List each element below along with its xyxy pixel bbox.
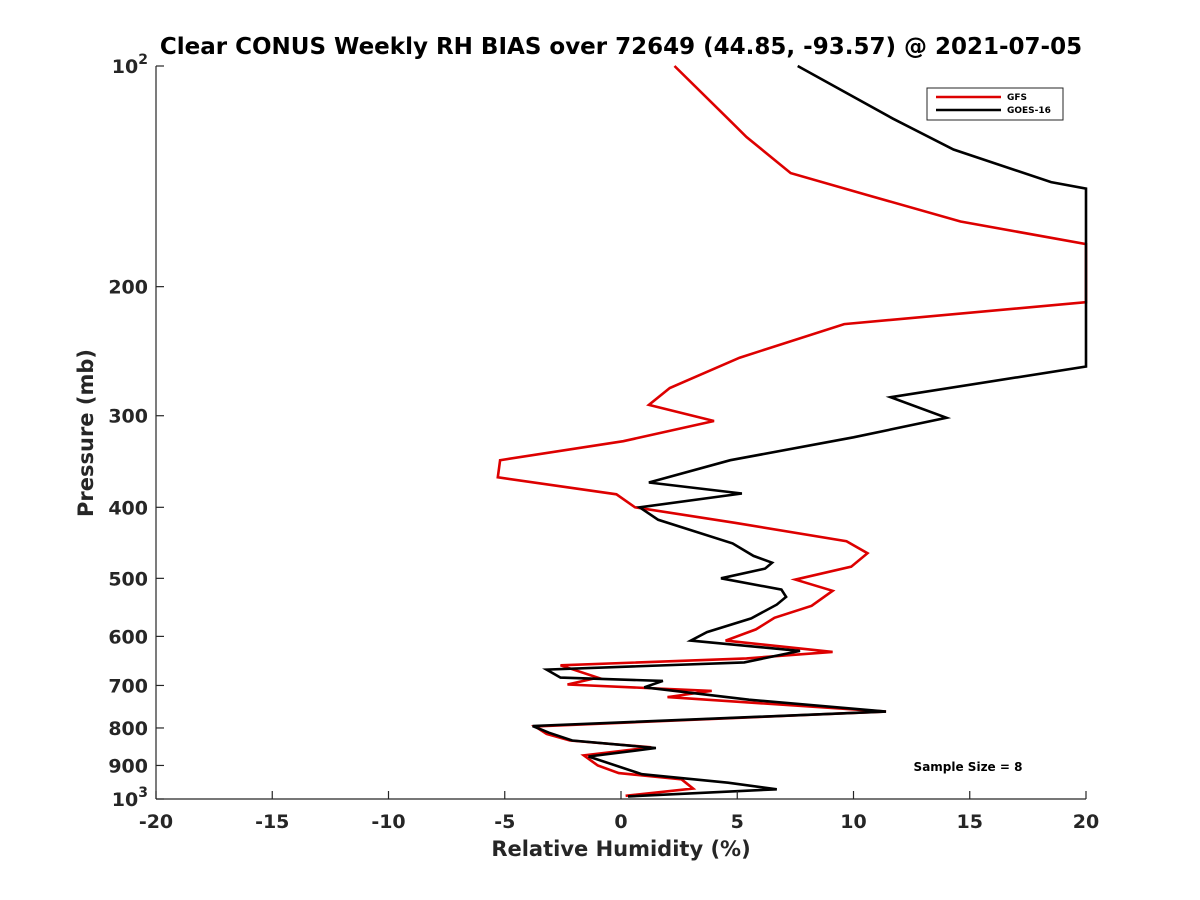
y-tick-label: 600 <box>108 626 148 648</box>
x-tick-label: -15 <box>255 811 289 833</box>
x-tick-label: -5 <box>494 811 515 833</box>
y-tick-label: 400 <box>108 497 148 519</box>
y-tick-label: 700 <box>108 675 148 697</box>
x-tick-label: -10 <box>371 811 405 833</box>
y-axis-label: Pressure (mb) <box>74 349 98 517</box>
series-layer <box>496 64 1088 798</box>
series-line-goes16 <box>532 64 1088 798</box>
y-tick-label: 103 <box>112 785 148 811</box>
x-tick-label: 10 <box>840 811 866 833</box>
y-tick-label: 200 <box>108 277 148 299</box>
legend: GFS GOES-16 <box>926 87 1064 121</box>
x-tick-label: 15 <box>957 811 983 833</box>
x-axis-label: Relative Humidity (%) <box>491 837 750 861</box>
series-line-gfs <box>496 65 1088 798</box>
x-tick-label: -20 <box>139 811 173 833</box>
legend-box <box>926 87 1064 121</box>
x-tick-label: 5 <box>731 811 744 833</box>
legend-label-gfs: GFS <box>1007 93 1027 103</box>
x-ticks: -20 -15 -10 -5 0 5 10 15 20 <box>139 791 1099 833</box>
y-tick-label: 500 <box>108 568 148 590</box>
y-tick-label: 102 <box>112 52 148 78</box>
chart-title: Clear CONUS Weekly RH BIAS over 72649 (4… <box>160 34 1082 60</box>
y-ticks: 102 200 300 400 500 600 700 800 900 103 <box>108 52 164 811</box>
y-tick-label: 900 <box>108 755 148 777</box>
plot-area-frame <box>156 66 1086 799</box>
y-tick-label: 800 <box>108 718 148 740</box>
y-tick-label: 300 <box>108 406 148 428</box>
x-tick-label: 20 <box>1073 811 1099 833</box>
x-tick-label: 0 <box>614 811 627 833</box>
sample-size-annotation: Sample Size = 8 <box>914 760 1023 774</box>
legend-label-goes16: GOES-16 <box>1007 106 1051 116</box>
